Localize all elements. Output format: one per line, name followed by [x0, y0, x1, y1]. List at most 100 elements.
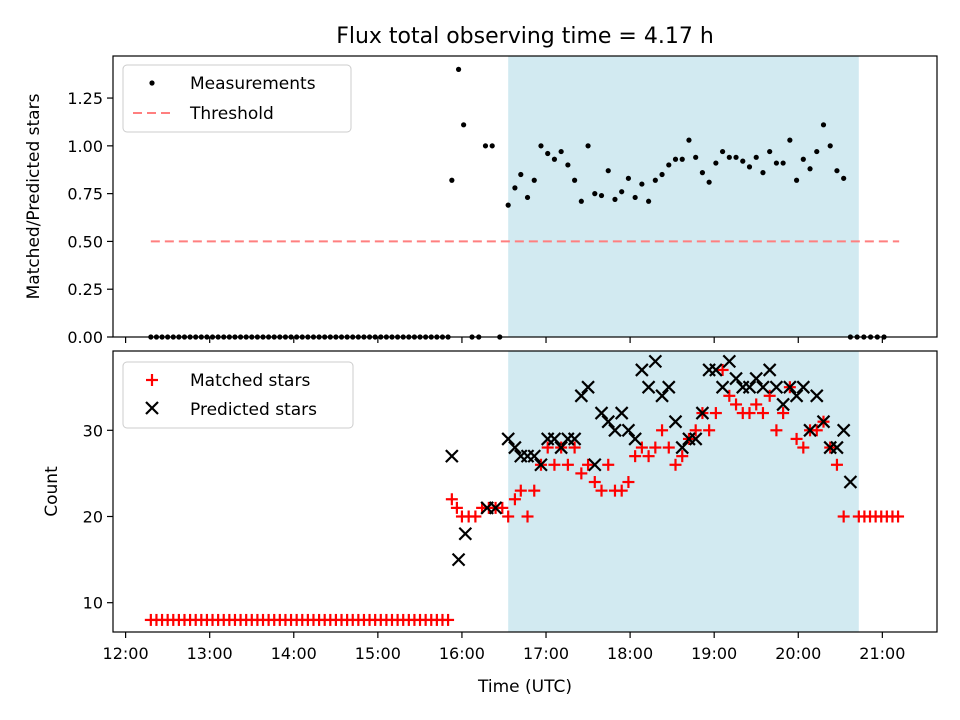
matched-star-marker — [595, 484, 608, 497]
time-x-tick-label: 20:00 — [775, 644, 821, 663]
predicted-legend-label: Predicted stars — [190, 400, 317, 420]
observing-window-shade — [508, 56, 859, 337]
predicted-star-marker — [836, 423, 851, 438]
predicted-star-marker-b — [527, 449, 542, 463]
measurement-point — [726, 154, 732, 160]
ratio-y-tick-label: 0.75 — [67, 185, 103, 204]
matched-star-marker — [568, 441, 581, 454]
measurement-point — [538, 143, 544, 149]
matched-star-marker — [602, 458, 615, 471]
measurement-point — [578, 198, 584, 204]
predicted-star-marker — [641, 380, 656, 394]
predicted-star-marker — [608, 423, 622, 438]
measurement-point — [639, 181, 645, 187]
predicted-star-marker — [709, 363, 723, 377]
predicted-star-marker — [796, 380, 811, 394]
measurement-point — [693, 154, 699, 160]
matched-star-marker — [642, 450, 655, 463]
predicted-star-marker — [789, 389, 804, 403]
predicted-star-marker-b — [567, 432, 582, 446]
ratio-legend-box — [122, 64, 352, 133]
predicted-star-marker — [762, 363, 777, 377]
predicted-star-marker — [488, 501, 503, 515]
measurement-point — [449, 177, 455, 183]
predicted-star-marker — [803, 423, 817, 438]
predicted-star-marker — [534, 458, 548, 472]
predicted-star-marker-b — [662, 380, 676, 394]
matched-star-marker — [656, 424, 669, 437]
predicted-star-marker — [655, 389, 669, 403]
time-x-tick-label: 19:00 — [691, 644, 737, 663]
predicted-star-marker — [816, 414, 831, 429]
matched-star-marker — [561, 458, 574, 471]
matched-legend-label: Matched stars — [190, 371, 310, 391]
predicted-star-marker — [776, 397, 790, 412]
predicted-star-marker-b — [816, 414, 831, 429]
measurement-point — [531, 177, 537, 183]
measurement-point — [746, 164, 753, 170]
predicted-star-marker — [722, 354, 737, 369]
predicted-star-marker-b — [451, 552, 466, 567]
measurement-point — [605, 168, 611, 174]
matched-star-marker — [575, 467, 588, 480]
measurement-point — [686, 137, 692, 143]
matched-star-marker — [837, 510, 850, 523]
predicted-star-marker — [594, 406, 609, 420]
time-x-tick-label: 13:00 — [187, 644, 233, 663]
measurement-point — [733, 154, 739, 160]
ratio-y-tick-label: 0.50 — [67, 232, 103, 251]
predicted-star-marker — [458, 526, 473, 541]
measurement-point — [625, 175, 632, 181]
predicted-star-marker-b — [675, 440, 690, 455]
matched-star-marker — [763, 389, 776, 402]
predicted-star-marker-b — [581, 380, 595, 394]
threshold-legend-label: Threshold — [189, 104, 274, 124]
predicted-star-marker-b — [574, 389, 589, 403]
matched-star-marker — [635, 441, 648, 454]
matched-star-marker — [521, 510, 534, 523]
measurement-point — [619, 189, 625, 195]
measurement-point — [841, 175, 847, 181]
count-panel: 10 20 30 12:00 13:00 14:00 15:00 16:00 17:00 18:… — [42, 350, 938, 663]
predicted-star-marker-b — [501, 432, 515, 446]
matched-star-marker — [662, 441, 675, 454]
chart-title: Flux total observing time = 4.17 h — [336, 24, 714, 49]
ratio-y-label: Matched/Predicted stars — [24, 93, 44, 299]
matched-star-marker — [676, 450, 689, 463]
predicted-star-marker — [668, 414, 683, 429]
predicted-star-marker-b — [796, 380, 811, 394]
matched-star-marker — [689, 424, 702, 437]
matched-stars-points — [144, 363, 905, 626]
predicted-star-marker — [547, 432, 562, 446]
predicted-star-marker — [756, 380, 770, 394]
matched-star-marker — [629, 450, 642, 463]
matched-star-marker — [830, 458, 843, 471]
count-legend-box — [122, 361, 354, 429]
matched-star-marker — [703, 424, 716, 437]
time-x-tick-label: 16:00 — [439, 644, 485, 663]
matched-star-marker — [892, 510, 905, 523]
ratio-y-tick-label: 1.00 — [67, 137, 103, 156]
count-y-tick-label: 10 — [83, 594, 103, 613]
predicted-star-marker — [729, 371, 743, 386]
predicted-star-marker-b — [688, 432, 703, 446]
predicted-star-marker — [574, 389, 589, 403]
time-x-axis: 12:00 13:00 14:00 15:00 16:00 17:00 18:00 19:00… — [103, 632, 905, 663]
predicted-star-marker-b — [608, 423, 622, 438]
matched-star-marker — [508, 493, 521, 506]
predicted-star-marker-b — [783, 380, 797, 394]
measurement-point — [800, 156, 806, 162]
predicted-star-marker-b — [769, 380, 784, 394]
measurement-point — [489, 143, 495, 149]
matched-star-marker — [750, 398, 763, 411]
predicted-star-marker — [581, 380, 595, 394]
ratio-y-axis: 0.00 0.25 0.50 0.75 1.00 1.25 — [67, 89, 113, 347]
predicted-star-marker — [675, 440, 690, 455]
predicted-star-marker — [695, 406, 710, 420]
measurement-point — [565, 162, 571, 168]
predicted-star-marker-b — [655, 389, 669, 403]
predicted-star-marker-b — [789, 389, 804, 403]
predicted-star-marker-b — [729, 371, 743, 386]
matched-star-marker — [541, 441, 554, 454]
matched-star-marker — [528, 484, 541, 497]
